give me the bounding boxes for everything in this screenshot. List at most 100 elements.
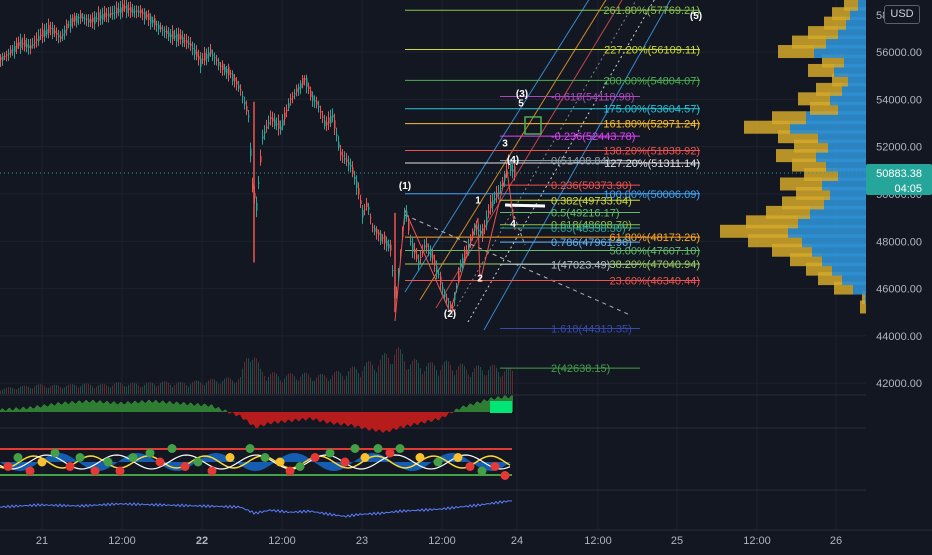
histogram-bar: [142, 400, 143, 412]
candle-body: [150, 16, 152, 23]
candle-body: [348, 162, 350, 165]
histogram-bar: [321, 412, 322, 421]
highlight-line[interactable]: [505, 205, 545, 206]
volume-bar: [326, 378, 327, 394]
histogram-bar: [315, 412, 316, 419]
signal-dot: [434, 458, 443, 467]
volume-bar: [402, 354, 403, 394]
histogram-bar: [239, 412, 240, 415]
candle-body: [182, 37, 184, 43]
volume-bar: [204, 385, 205, 394]
candle-body: [330, 116, 332, 123]
histogram-bar: [477, 401, 478, 412]
volume-bar: [354, 367, 355, 394]
volume-bar: [504, 371, 505, 394]
candle-body: [504, 177, 506, 181]
volume-bar: [60, 387, 61, 394]
histogram-bar: [400, 412, 401, 426]
candle-body: [214, 57, 216, 58]
indicator-pane-2[interactable]: 0.00: [0, 444, 897, 480]
histogram-bar: [445, 412, 446, 417]
histogram-bar: [381, 412, 382, 432]
volume-bar: [4, 388, 5, 394]
histogram-bar: [196, 404, 197, 412]
histogram-bar: [427, 412, 428, 420]
candle-body: [420, 257, 422, 258]
histogram-bar: [397, 412, 398, 429]
histogram-bar: [302, 412, 303, 418]
volume-bar: [274, 372, 275, 394]
drawing-tools[interactable]: [0, 0, 866, 368]
volume-bar: [248, 358, 249, 394]
candle-body: [342, 156, 344, 157]
indicator3-line: [0, 501, 512, 517]
histogram-bar: [312, 412, 313, 420]
volume-bar: [364, 366, 365, 394]
histogram-bar: [458, 410, 459, 412]
candle-body: [72, 18, 74, 22]
volume-bar: [90, 385, 91, 394]
wave-label: (2): [444, 309, 456, 320]
histogram-bar: [366, 412, 367, 428]
histogram-bar: [242, 412, 243, 419]
volume-bar: [30, 388, 31, 394]
histogram-bar: [444, 412, 445, 417]
target-box[interactable]: [525, 117, 541, 134]
histogram-bar: [35, 407, 36, 412]
histogram-bar: [422, 412, 423, 422]
currency-button[interactable]: USD: [884, 5, 920, 24]
candle-body: [400, 255, 402, 256]
volume-bar: [426, 366, 427, 394]
volume-bar: [140, 387, 141, 394]
histogram-bar: [386, 412, 387, 430]
volume-bar: [190, 384, 191, 394]
histogram-bar: [217, 407, 218, 412]
indicator-pane-1[interactable]: 0.00: [0, 395, 897, 432]
price-axis-bg: [866, 0, 932, 530]
candle-body: [266, 127, 268, 129]
candle-body: [472, 234, 474, 236]
price-axis[interactable]: 42000.0044000.0046000.0048000.0050000.00…: [866, 0, 932, 530]
histogram-bar: [416, 412, 417, 425]
volume-bar: [388, 358, 389, 394]
candle-body: [488, 211, 490, 214]
candle-body: [280, 126, 282, 130]
candle-body: [242, 96, 244, 97]
volume-bar: [310, 377, 311, 394]
fib-level-label: 138.20%(51838.92): [603, 145, 700, 157]
candle-body: [178, 34, 180, 40]
histogram-bar: [485, 400, 486, 412]
histogram-highlight: [490, 401, 512, 413]
histogram-bar: [98, 401, 99, 412]
volume-bar: [280, 380, 281, 394]
histogram-bar: [173, 404, 174, 412]
histogram-bar: [284, 412, 285, 423]
signal-dot: [14, 453, 23, 462]
histogram-bar: [357, 412, 358, 426]
histogram-bar: [105, 402, 106, 412]
histogram-bar: [207, 406, 208, 412]
histogram-bar: [405, 412, 406, 426]
histogram-bar: [421, 412, 422, 422]
volume-bar: [298, 381, 299, 394]
candle-body: [358, 188, 360, 194]
time-tick-label: 12:00: [743, 535, 771, 547]
candle-body: [94, 17, 96, 24]
volume-bar: [324, 375, 325, 394]
volume-bar: [220, 384, 221, 394]
candle-body: [38, 36, 40, 41]
candle-body: [458, 271, 460, 279]
volume-bar: [396, 349, 397, 394]
histogram-bar: [206, 405, 207, 412]
histogram-bar: [136, 402, 137, 412]
histogram-bar: [151, 402, 152, 412]
candle-body: [262, 136, 264, 138]
histogram-bar: [45, 405, 46, 412]
indicator-pane-3[interactable]: 20K: [0, 501, 896, 517]
candle-body: [406, 211, 408, 215]
histogram-bar: [479, 403, 480, 412]
histogram-bar: [39, 407, 40, 412]
